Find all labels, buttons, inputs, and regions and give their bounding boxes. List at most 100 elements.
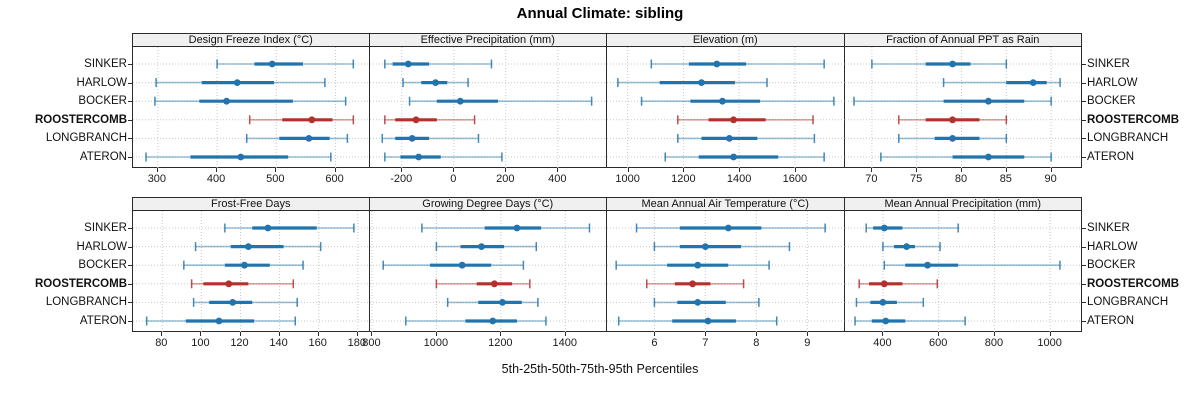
percentile-series-bocker xyxy=(408,96,592,106)
site-label-right: LONGBRANCH xyxy=(1087,132,1169,145)
y-axis-tick xyxy=(1082,265,1086,267)
x-axis-tick-label: 100 xyxy=(191,337,210,349)
percentile-series-bocker xyxy=(640,96,835,106)
percentile-series-roostercomb xyxy=(897,115,1007,125)
panel-plot-canvas xyxy=(369,47,607,168)
median-dot xyxy=(215,317,223,325)
median-dot xyxy=(513,224,520,232)
median-dot xyxy=(724,224,732,232)
percentile-series-ateron xyxy=(404,316,547,326)
x-axis-tick-label: 1400 xyxy=(552,337,578,349)
x-axis-tick xyxy=(216,168,218,172)
site-label-right: ATERON xyxy=(1087,315,1135,327)
panel-plot xyxy=(607,211,845,332)
site-label-right: ROOSTERCOMB xyxy=(1087,277,1179,290)
y-axis-tick xyxy=(1082,157,1086,158)
y-axis-tick xyxy=(1082,246,1086,248)
percentile-series-bocker xyxy=(852,96,1052,106)
x-axis-tick-label: 90 xyxy=(1044,173,1057,185)
panel-plot xyxy=(844,211,1082,332)
x-axis-tick xyxy=(1049,332,1051,336)
median-dot xyxy=(984,97,992,105)
y-axis-tick xyxy=(1082,82,1086,84)
x-axis-tick-label: 160 xyxy=(308,337,327,349)
y-axis-tick xyxy=(1082,101,1086,103)
percentile-series-roostercomb xyxy=(646,279,745,289)
percentile-series-bocker xyxy=(154,96,347,106)
x-axis-tick xyxy=(239,332,241,336)
y-axis-tick xyxy=(128,119,132,121)
x-axis-tick xyxy=(882,332,884,336)
median-dot xyxy=(244,243,252,250)
x-axis-tick-label: 300 xyxy=(147,173,167,185)
x-axis-tick-label: 800 xyxy=(984,337,1004,349)
x-axis-tick-label: 1000 xyxy=(1037,337,1062,349)
percentile-series-harlow xyxy=(194,242,322,252)
x-axis-tick xyxy=(317,332,319,336)
percentile-series-longbranch xyxy=(192,297,298,307)
site-label-left: ATERON xyxy=(79,315,127,327)
median-dot xyxy=(308,116,316,124)
median-dot xyxy=(233,79,241,86)
site-label-left: SINKER xyxy=(84,222,127,234)
y-axis-tick xyxy=(128,82,132,84)
panel-strip-title: Mean Annual Air Temperature (°C) xyxy=(607,197,845,211)
percentile-series-sinker xyxy=(870,59,1007,69)
median-dot xyxy=(264,224,272,232)
x-axis-tick xyxy=(278,332,280,336)
panel-strip-title: Fraction of Annual PPT as Rain xyxy=(844,33,1082,47)
x-axis-tick xyxy=(505,168,507,172)
y-axis-tick xyxy=(128,302,132,304)
x-axis-tick xyxy=(627,168,629,172)
median-dot xyxy=(948,135,956,142)
panel-plot xyxy=(132,47,371,168)
median-dot xyxy=(229,299,237,306)
median-dot xyxy=(902,243,910,250)
panel-plot-canvas xyxy=(607,211,845,332)
x-axis-tick xyxy=(938,332,940,336)
y-axis-tick xyxy=(128,283,132,285)
x-axis-tick-label: 1200 xyxy=(488,337,513,349)
x-axis-tick-label: 400 xyxy=(873,337,892,349)
percentile-series-harlow xyxy=(617,78,768,88)
median-dot xyxy=(880,280,888,288)
percentile-series-longbranch xyxy=(855,297,924,307)
percentile-series-harlow xyxy=(653,242,791,252)
median-dot xyxy=(488,317,496,325)
median-dot xyxy=(223,97,230,105)
median-dot xyxy=(412,116,419,124)
site-label-left: BOCKER xyxy=(78,259,127,272)
median-dot xyxy=(456,97,464,105)
panel-plot xyxy=(369,211,607,332)
percentile-series-bocker xyxy=(183,260,304,270)
x-axis-tick-label: 1000 xyxy=(615,173,640,185)
panel-plot-canvas xyxy=(133,211,371,332)
panel-row: Design Freeze Index (°C) Effective Precip… xyxy=(132,33,1082,168)
site-label-left: ATERON xyxy=(79,151,127,163)
percentile-series-longbranch xyxy=(653,297,760,307)
y-axis-tick xyxy=(128,321,132,322)
panel-plot xyxy=(369,47,607,168)
x-axis-tick-label: 400 xyxy=(206,173,226,185)
x-axis-tick-label: 120 xyxy=(230,337,249,349)
percentile-series-harlow xyxy=(435,242,537,252)
x-axis-tick-label: 600 xyxy=(325,173,344,185)
y-axis-tick xyxy=(128,64,132,65)
percentile-series-roostercomb xyxy=(435,279,531,289)
x-axis-tick xyxy=(161,332,163,336)
site-label-right: BOCKER xyxy=(1087,95,1136,108)
percentile-series-ateron xyxy=(664,152,825,162)
x-axis-tick-label: 0 xyxy=(450,173,457,185)
x-axis-tick xyxy=(156,168,158,172)
x-axis-tick xyxy=(564,332,566,336)
panel-strip-title: Frost-Free Days xyxy=(132,197,370,211)
panel-strip-title: Mean Annual Precipitation (mm) xyxy=(844,197,1082,211)
x-axis-tick-label: 9 xyxy=(804,337,811,349)
median-dot xyxy=(730,153,737,161)
site-label-right: ROOSTERCOMB xyxy=(1087,113,1179,126)
x-axis-tick-label: 80 xyxy=(155,337,168,349)
x-axis-tick xyxy=(453,168,455,172)
x-axis-tick-label: 7 xyxy=(702,337,709,349)
x-axis-tick xyxy=(807,332,809,336)
site-label-left: LONGBRANCH xyxy=(45,132,127,145)
